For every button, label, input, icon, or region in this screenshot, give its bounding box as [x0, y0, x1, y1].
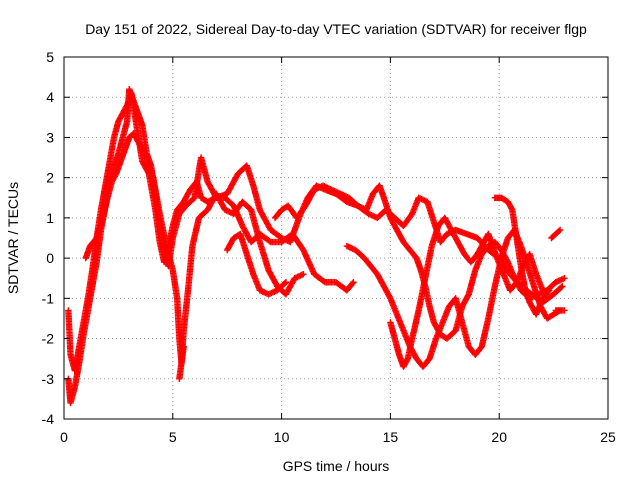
y-tick-label: 3 [46, 129, 54, 145]
data-point [545, 288, 552, 295]
data-point [349, 280, 356, 287]
series-track-i [491, 194, 553, 318]
data-point [559, 283, 566, 290]
data-point [300, 271, 307, 278]
series-track-h [387, 214, 546, 370]
y-tick-label: -3 [42, 371, 55, 387]
x-axis-label: GPS time / hours [283, 458, 390, 474]
data-point [508, 205, 515, 212]
series-layer [65, 85, 568, 407]
series-track-a [65, 90, 357, 374]
data-point [555, 227, 563, 235]
data-point [350, 279, 357, 286]
data-point [180, 343, 187, 350]
y-tick-label: 2 [46, 170, 54, 186]
y-tick-label: -2 [42, 331, 55, 347]
data-point [561, 275, 568, 282]
series-track-e [224, 230, 290, 298]
x-tick-label: 0 [60, 429, 68, 445]
data-point [558, 284, 565, 291]
data-point [282, 279, 290, 286]
chart-title: Day 151 of 2022, Sidereal Day-to-day VTE… [85, 21, 587, 37]
data-point [281, 280, 289, 287]
x-tick-label: 15 [383, 429, 399, 445]
y-tick-label: 1 [46, 210, 54, 226]
y-tick-label: 5 [46, 49, 54, 65]
data-point [464, 292, 472, 299]
y-axis-label: SDTVAR / TECUs [5, 182, 21, 294]
series-track-k [552, 307, 568, 314]
series-track-c [82, 130, 307, 366]
grid-layer [64, 57, 608, 419]
data-point [561, 307, 568, 314]
x-tick-label: 25 [600, 429, 616, 445]
ticks-layer: 0 5 10 15 20 25 -4 -3 -2 -1 0 1 2 3 4 5 [42, 49, 616, 445]
x-tick-label: 10 [274, 429, 290, 445]
data-point [403, 356, 411, 364]
data-point [556, 226, 564, 234]
plot-frame [63, 56, 609, 420]
data-point [546, 287, 553, 294]
y-tick-label: -4 [42, 411, 55, 427]
y-tick-label: 4 [46, 89, 54, 105]
x-tick-label: 20 [491, 429, 507, 445]
series-track-d [176, 343, 187, 382]
y-tick-label: -1 [42, 290, 55, 306]
y-tick-label: 0 [46, 250, 54, 266]
series-track-j [548, 226, 564, 242]
data-point [539, 287, 546, 294]
x-tick-label: 5 [169, 429, 177, 445]
